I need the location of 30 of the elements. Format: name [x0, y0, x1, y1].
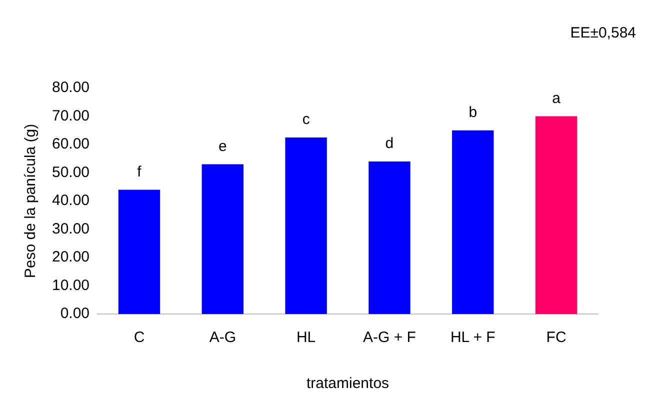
bar [118, 190, 160, 314]
annotation: a [552, 90, 562, 107]
x-tick-label: FC [546, 329, 566, 346]
y-tick-label: 80.00 [52, 79, 90, 96]
x-tick-label: A-G + F [363, 329, 416, 346]
y-tick-label: 30.00 [52, 220, 90, 238]
x-tick-label: A-G [209, 329, 236, 346]
y-tick-label: 50.00 [52, 164, 90, 181]
bar [535, 116, 578, 314]
annotation: e [218, 138, 227, 155]
annotation: c [302, 111, 310, 128]
x-axis-title: tratamientos [306, 375, 390, 392]
y-tick-label: 10.00 [52, 276, 90, 294]
bar [452, 130, 494, 314]
y-axis-title: Peso de la panícula (g) [22, 124, 40, 278]
text: EE±0,584 [570, 24, 636, 42]
bar [285, 137, 327, 314]
annotation: f [137, 163, 142, 180]
x-tick-label: HL + F [450, 329, 496, 346]
y-tick-label: 0.00 [60, 305, 90, 322]
x-tick-label: HL [296, 329, 316, 346]
annotation: b [468, 104, 478, 122]
x-tick-label: C [134, 329, 145, 346]
y-tick-label: 20.00 [52, 248, 90, 266]
annotation: d [385, 135, 394, 152]
bar [368, 161, 410, 314]
y-tick-label: 70.00 [52, 107, 90, 124]
y-tick-label: 60.00 [52, 136, 90, 153]
bar [202, 164, 244, 314]
y-tick-label: 40.00 [52, 192, 90, 210]
